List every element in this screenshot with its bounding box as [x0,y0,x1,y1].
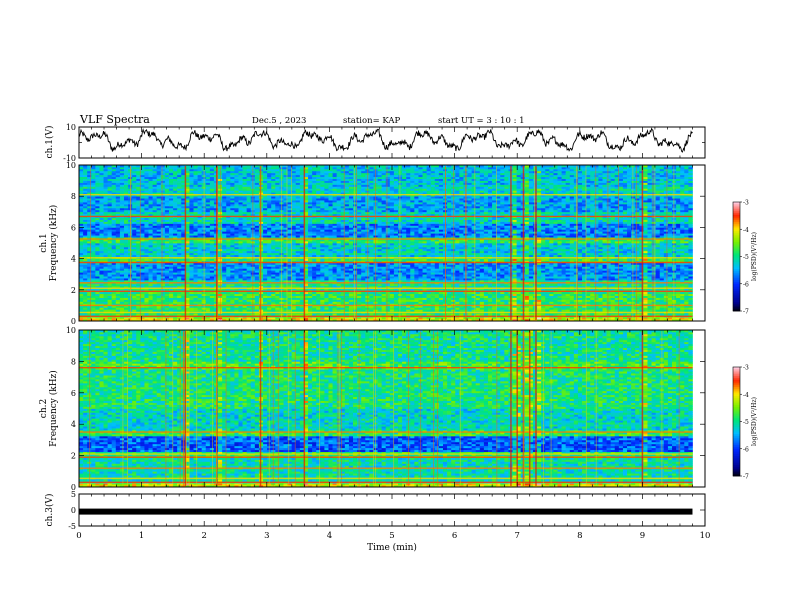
ch1-waveform-ylabel: ch.1(V) [44,126,55,159]
figure-title: VLF Spectra [79,113,150,126]
ch1-spectrogram-cells [79,165,693,321]
station-label: station= KAP [343,116,401,126]
start-time-label: start UT = 3 : 10 : 1 [438,116,525,126]
ch1-waveform-line [79,129,693,152]
ch1-waveform-ytick-label: 10 [66,123,76,132]
date-label: Dec.5 , 2023 [252,116,306,126]
